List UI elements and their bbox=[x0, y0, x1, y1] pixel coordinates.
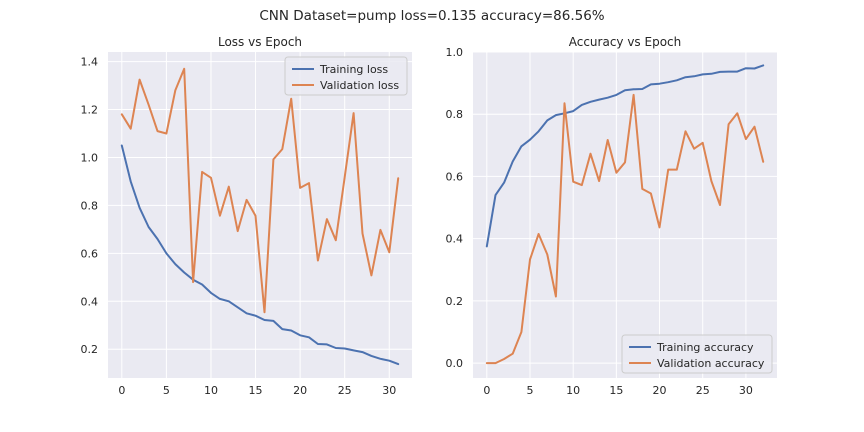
loss-y-tick-label: 0.8 bbox=[81, 199, 99, 212]
loss-y-tick-label: 0.6 bbox=[81, 247, 99, 260]
accuracy-x-tick-label: 15 bbox=[609, 384, 623, 397]
accuracy-x-tick-label: 30 bbox=[739, 384, 753, 397]
figure-suptitle: CNN Dataset=pump loss=0.135 accuracy=86.… bbox=[259, 8, 604, 24]
accuracy-chart: 0 5 10 15 20 25 30 0.0 0.2 0.4 0.6 0.8 1.0 Accuracy v… bbox=[446, 35, 777, 397]
loss-x-tick-label: 20 bbox=[293, 384, 307, 397]
accuracy-y-tick-label: 1.0 bbox=[446, 46, 464, 59]
accuracy-y-tick-label: 0.8 bbox=[446, 108, 464, 121]
loss-x-tick-label: 10 bbox=[204, 384, 218, 397]
accuracy-x-tick-label: 5 bbox=[527, 384, 534, 397]
accuracy-legend-label: Validation accuracy bbox=[657, 357, 765, 370]
loss-series-training-line bbox=[120, 144, 400, 366]
loss-x-tick-label: 25 bbox=[338, 384, 352, 397]
loss-y-tick-label: 1.0 bbox=[81, 151, 99, 164]
loss-plot-area bbox=[108, 52, 412, 378]
accuracy-series-training-line bbox=[485, 64, 765, 248]
loss-x-tick-label: 30 bbox=[382, 384, 396, 397]
accuracy-legend-label: Training accuracy bbox=[656, 341, 754, 354]
accuracy-x-tick-label: 20 bbox=[653, 384, 667, 397]
loss-y-tick-label: 1.2 bbox=[81, 104, 99, 117]
accuracy-y-tick-label: 0.2 bbox=[446, 295, 464, 308]
loss-y-tick-label: 1.4 bbox=[81, 56, 99, 69]
loss-legend: Training loss Validation loss bbox=[284, 56, 408, 96]
loss-y-tick-label: 0.4 bbox=[81, 295, 99, 308]
loss-x-tick-label: 5 bbox=[163, 384, 170, 397]
loss-y-tick-label: 0.2 bbox=[81, 343, 99, 356]
accuracy-plot-area bbox=[473, 52, 777, 378]
loss-x-tick-label: 15 bbox=[249, 384, 263, 397]
accuracy-y-tick-label: 0.6 bbox=[446, 170, 464, 183]
accuracy-x-tick-label: 25 bbox=[696, 384, 710, 397]
accuracy-y-tick-label: 0.0 bbox=[446, 357, 464, 370]
loss-chart-title: Loss vs Epoch bbox=[218, 35, 302, 49]
accuracy-legend: Training accuracy Validation accuracy bbox=[621, 334, 773, 374]
loss-x-tick-label: 0 bbox=[118, 384, 125, 397]
accuracy-legend-box bbox=[621, 334, 773, 374]
accuracy-x-tick-label: 10 bbox=[566, 384, 580, 397]
loss-legend-label: Training loss bbox=[319, 63, 388, 76]
accuracy-y-tick-label: 0.4 bbox=[446, 233, 464, 246]
loss-chart: 0 5 10 15 20 25 30 0.2 0.4 0.6 0.8 1.0 1.2 1.4 Loss vs… bbox=[81, 35, 412, 397]
accuracy-chart-title: Accuracy vs Epoch bbox=[569, 35, 682, 49]
loss-series-validation-line bbox=[120, 67, 400, 314]
loss-legend-box bbox=[284, 56, 408, 96]
accuracy-x-tick-label: 0 bbox=[483, 384, 490, 397]
accuracy-series-validation-line bbox=[485, 93, 765, 365]
loss-legend-label: Validation loss bbox=[320, 79, 399, 92]
